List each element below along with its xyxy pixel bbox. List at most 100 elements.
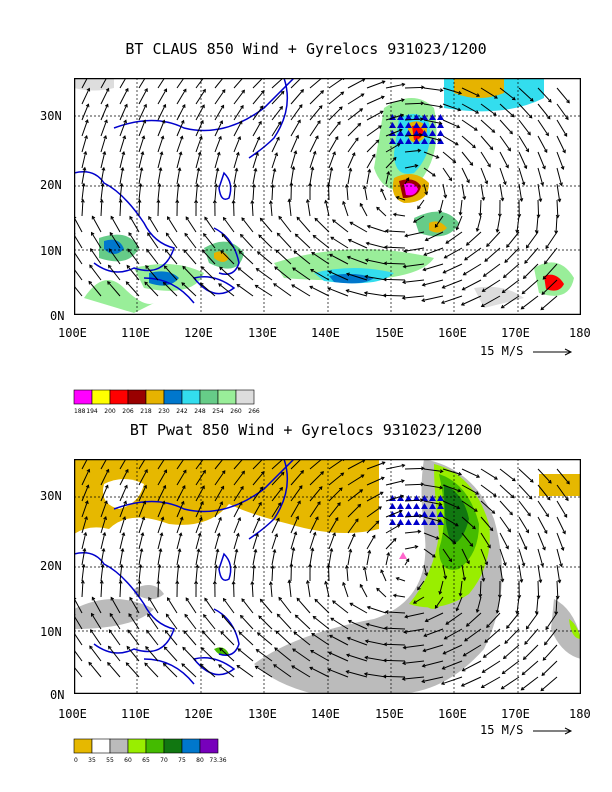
gyreloc-triangle-icon xyxy=(429,130,436,136)
wind-arrowhead xyxy=(510,113,515,118)
wind-arrowhead xyxy=(84,515,88,520)
wind-vector xyxy=(195,565,198,582)
wind-vector xyxy=(542,644,558,661)
wind-arrowhead xyxy=(383,245,388,250)
wind-arrowhead xyxy=(482,273,487,277)
wind-arrowhead xyxy=(464,637,468,642)
wind-vector xyxy=(461,676,482,687)
wind-vector xyxy=(220,631,235,646)
wind-vector xyxy=(81,199,84,217)
legend-label: 0 xyxy=(74,757,78,764)
wind-arrowhead xyxy=(495,609,500,614)
wind-arrowhead xyxy=(268,200,273,205)
wind-vector xyxy=(271,137,280,153)
wind-vector xyxy=(537,119,549,136)
wind-vector xyxy=(74,285,83,297)
wind-arrowhead xyxy=(522,275,527,280)
wind-vector xyxy=(404,545,418,550)
wind-vector xyxy=(81,183,85,201)
wind-arrowhead xyxy=(405,177,410,182)
wind-arrowhead xyxy=(542,275,547,280)
wind-vector xyxy=(127,629,140,646)
wind-vector xyxy=(238,631,254,646)
gyreloc-triangle-icon xyxy=(413,138,420,144)
wind-arrowhead xyxy=(121,150,126,155)
wind-arrowhead xyxy=(529,97,534,102)
wind-vector xyxy=(523,263,539,279)
panel2-xlabel-170e: 170E xyxy=(501,707,530,721)
wind-arrowhead xyxy=(332,219,336,223)
wind-vector xyxy=(423,564,428,576)
wind-vector xyxy=(157,459,166,470)
gyreloc-triangle-icon xyxy=(421,519,428,525)
legend-label: 194 xyxy=(86,408,98,415)
panel2-xlabel-160e: 160E xyxy=(438,707,467,721)
wind-vector xyxy=(402,660,425,664)
wind-arrowhead xyxy=(438,590,443,595)
wind-arrowhead xyxy=(310,268,314,273)
wind-vector xyxy=(138,459,146,470)
wind-arrowhead xyxy=(199,663,204,668)
wind-vector xyxy=(157,485,166,502)
wind-arrowhead xyxy=(360,474,365,478)
wind-vector xyxy=(462,279,482,291)
wind-vector xyxy=(443,263,463,274)
wind-vector xyxy=(347,504,361,518)
wind-vector xyxy=(404,515,423,518)
wind-arrowhead xyxy=(466,179,470,184)
wind-arrowhead xyxy=(382,277,387,282)
wind-arrowhead xyxy=(148,596,152,601)
wind-vector xyxy=(195,104,205,121)
wind-vector xyxy=(100,459,108,470)
wind-arrowhead xyxy=(296,597,301,602)
wind-vector xyxy=(128,613,140,630)
wind-arrowhead xyxy=(443,575,448,580)
wind-vector xyxy=(237,267,254,281)
wind-vector xyxy=(214,517,222,534)
gyreloc-triangle-icon xyxy=(429,519,436,525)
wind-arrowhead xyxy=(495,228,500,233)
wind-arrowhead xyxy=(297,119,301,124)
wind-vector xyxy=(366,125,382,137)
wind-vector xyxy=(366,461,385,470)
gyreloc-triangle-icon xyxy=(437,495,444,501)
wind-vector xyxy=(292,648,311,662)
wind-arrowhead xyxy=(231,580,236,585)
wind-vector xyxy=(385,538,397,550)
wind-arrowhead xyxy=(293,150,298,155)
wind-arrowhead xyxy=(261,90,265,94)
wind-vector xyxy=(367,225,387,233)
gyreloc-triangle-icon xyxy=(429,503,436,509)
wind-arrowhead xyxy=(472,525,476,530)
wind-arrowhead xyxy=(104,103,109,108)
wind-arrowhead xyxy=(486,243,490,248)
wind-vector xyxy=(157,167,162,185)
wind-arrowhead xyxy=(256,632,261,636)
wind-vector xyxy=(157,564,161,582)
wind-arrowhead xyxy=(327,270,332,275)
wind-arrowhead xyxy=(241,89,245,94)
wind-arrowhead xyxy=(279,486,283,491)
wind-arrowhead xyxy=(236,283,241,288)
wind-arrowhead xyxy=(439,88,444,93)
wind-vector xyxy=(499,183,504,201)
wind-vector xyxy=(537,532,546,550)
wind-vector xyxy=(328,548,333,566)
wind-vector xyxy=(486,231,501,247)
gyreloc-triangle-icon xyxy=(429,114,436,120)
wind-vector xyxy=(176,89,187,105)
wind-vector xyxy=(456,215,463,230)
panel1-ylabel-20n: 20N xyxy=(40,178,62,192)
wind-arrowhead xyxy=(461,286,466,291)
wind-arrowhead xyxy=(108,629,113,634)
wind-arrowhead xyxy=(104,119,108,124)
wind-arrowhead xyxy=(502,181,507,186)
wind-vector xyxy=(365,275,387,281)
wind-vector xyxy=(119,183,123,201)
wind-vector xyxy=(100,151,106,169)
gyreloc-triangle-icon xyxy=(437,138,444,144)
wind-arrowhead xyxy=(480,303,485,308)
wind-vector xyxy=(423,468,443,473)
wind-arrowhead xyxy=(544,641,548,646)
wind-arrowhead xyxy=(421,282,426,287)
